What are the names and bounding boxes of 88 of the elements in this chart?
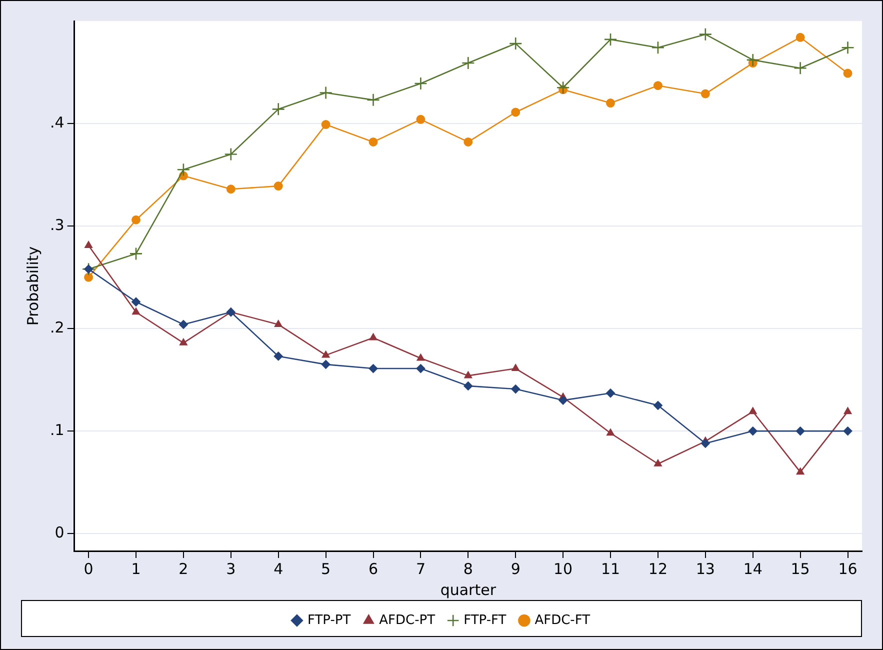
point: [794, 62, 807, 75]
y-axis-title: Probability: [24, 246, 42, 326]
point: [319, 86, 332, 100]
point: [464, 371, 472, 378]
x-tick-label: 14: [743, 560, 762, 578]
point: [700, 89, 710, 98]
point: [272, 102, 285, 116]
x-tick-label: 0: [84, 560, 94, 578]
point: [843, 68, 852, 78]
point: [464, 137, 473, 146]
point: [464, 381, 473, 390]
point: [178, 320, 188, 329]
x-tick-label: 8: [463, 560, 473, 578]
point: [512, 364, 520, 372]
x-tick-label: 6: [368, 560, 378, 578]
y-tick-label: .4: [50, 113, 64, 132]
point: [226, 184, 236, 194]
point: [796, 468, 804, 475]
point: [796, 32, 805, 42]
x-tick-label: 12: [648, 560, 668, 578]
y-tick-label: 0: [54, 523, 64, 542]
y-tick-label: .3: [50, 216, 64, 234]
legend-label: FTP-FT: [464, 612, 506, 628]
point: [556, 80, 570, 94]
point: [179, 338, 188, 346]
point: [462, 56, 475, 70]
point: [414, 76, 428, 90]
x-tick-label: 4: [274, 560, 284, 578]
point: [368, 364, 378, 374]
x-tick-label: 16: [838, 560, 858, 578]
x-axis-title: quarter: [440, 580, 497, 599]
point: [651, 41, 665, 54]
point: [653, 81, 662, 90]
point: [132, 215, 140, 224]
x-tick-label: 15: [790, 560, 810, 578]
x-tick-label: 5: [321, 560, 331, 578]
point: [129, 247, 143, 260]
point: [369, 333, 378, 340]
point: [511, 108, 520, 117]
point: [604, 32, 618, 46]
point: [508, 36, 522, 50]
x-tick-label: 10: [554, 560, 573, 578]
x-tick-label: 9: [510, 560, 520, 578]
x-tick-label: 7: [416, 560, 426, 578]
point: [654, 459, 662, 466]
point: [274, 182, 283, 191]
point: [748, 426, 758, 436]
point: [416, 364, 426, 374]
point: [224, 148, 238, 161]
point: [843, 426, 852, 436]
x-tick-label: 1: [131, 560, 141, 578]
point: [176, 162, 190, 176]
point: [841, 41, 854, 54]
point: [132, 297, 140, 306]
x-tick-label: 2: [178, 560, 188, 578]
point: [132, 308, 140, 315]
point: [274, 352, 283, 361]
point: [366, 93, 380, 107]
x-tick-label: 13: [696, 560, 715, 578]
legend-label: FTP-PT: [307, 612, 351, 628]
point: [274, 320, 282, 327]
point: [606, 388, 616, 398]
point: [748, 407, 757, 414]
point: [368, 137, 378, 146]
point: [416, 114, 426, 124]
point: [606, 428, 614, 436]
point: [84, 272, 94, 282]
point: [558, 396, 568, 405]
point: [653, 400, 662, 410]
point: [606, 98, 616, 108]
point: [416, 354, 425, 361]
point: [698, 28, 712, 41]
point: [796, 426, 805, 436]
legend-label: AFDC-FT: [534, 612, 590, 628]
y-tick-label: .2: [50, 318, 64, 336]
point: [511, 384, 520, 394]
x-tick-label: 3: [226, 560, 236, 578]
point: [321, 120, 330, 130]
y-tick-label: .1: [50, 420, 64, 439]
point: [84, 264, 94, 274]
point: [844, 407, 852, 414]
point: [746, 53, 760, 67]
x-tick-label: 11: [600, 560, 620, 578]
point: [700, 438, 710, 448]
point: [321, 360, 330, 369]
legend-label: AFDC-PT: [379, 612, 436, 628]
point: [322, 350, 330, 358]
point: [84, 241, 93, 248]
